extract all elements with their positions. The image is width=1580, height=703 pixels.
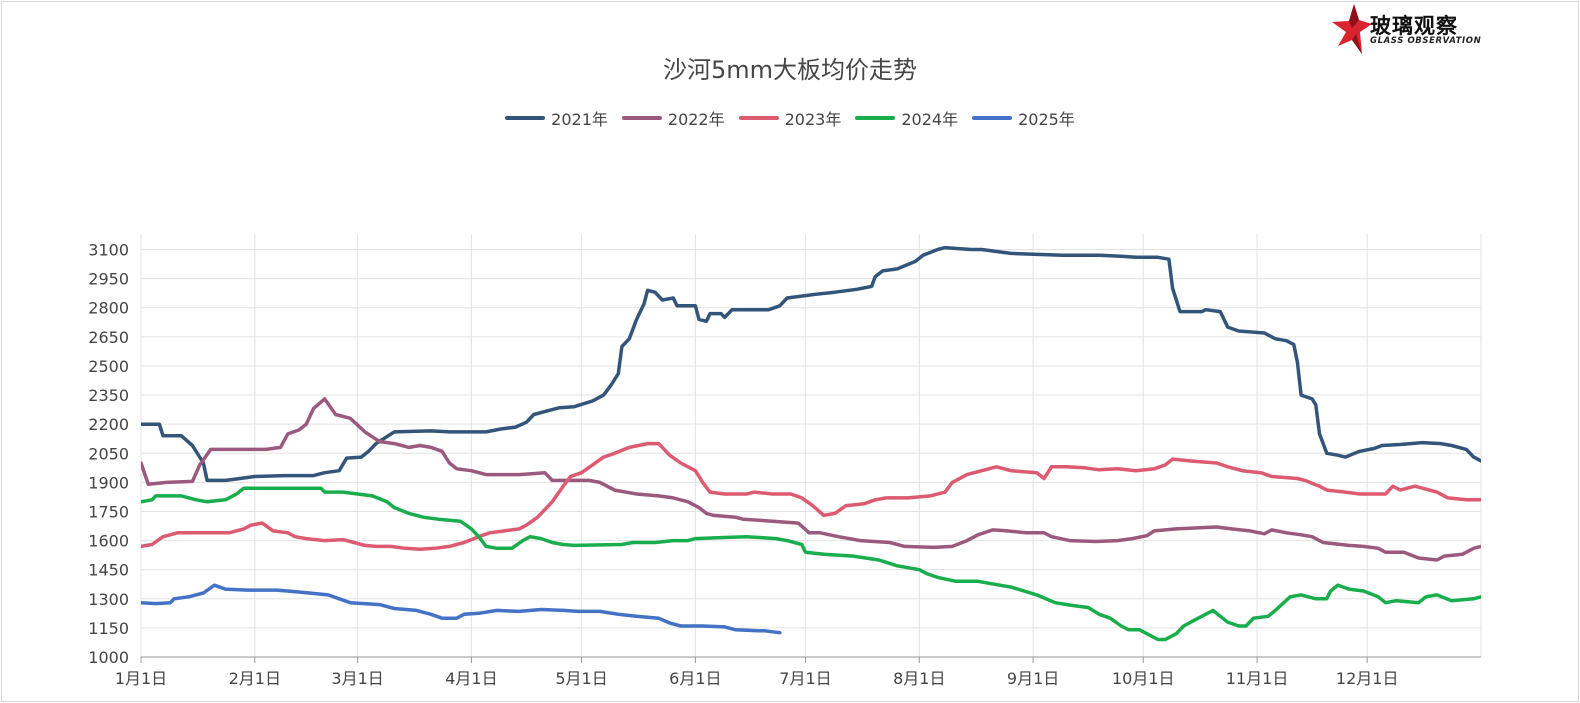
- x-tick-label: 4月1日: [445, 669, 497, 688]
- x-tick-label: 12月1日: [1336, 669, 1399, 688]
- legend-item[interactable]: 2024年: [855, 106, 958, 130]
- chart-title: 沙河5mm大板均价走势: [662, 56, 918, 84]
- legend-item[interactable]: 2021年: [505, 106, 608, 130]
- chart-grid: [140, 234, 1482, 658]
- legend-label: 2025年: [1018, 110, 1075, 129]
- y-tick-label: 2650: [88, 328, 129, 347]
- y-tick-label: 1900: [88, 473, 129, 492]
- legend-label: 2021年: [551, 110, 608, 129]
- x-tick-label: 3月1日: [331, 669, 383, 688]
- chart-legend: 2021年 2022年 2023年 2024年 2025年: [0, 106, 1580, 130]
- series-line-2022年: [141, 397, 1481, 562]
- legend-swatch: [738, 116, 779, 120]
- x-tick-label: 6月1日: [669, 669, 721, 688]
- y-tick-label: 2950: [88, 270, 129, 289]
- x-tick-label: 11月1日: [1226, 669, 1289, 688]
- x-tick-label: 8月1日: [893, 669, 945, 688]
- chart-series: [141, 245, 1481, 642]
- y-tick-label: 1600: [88, 532, 129, 551]
- legend-swatch: [855, 116, 896, 120]
- star-icon: [1332, 4, 1372, 54]
- y-tick-label: 2050: [88, 444, 129, 463]
- series-line-2023年: [141, 441, 1481, 552]
- x-tick-label: 5月1日: [555, 669, 607, 688]
- x-tick-label: 2月1日: [229, 669, 281, 688]
- x-tick-label: 9月1日: [1007, 669, 1059, 688]
- y-tick-label: 2200: [88, 415, 129, 434]
- brand-logo: 玻璃观察 GLASS OBSERVATION: [1332, 2, 1502, 58]
- y-tick-label: 1300: [88, 590, 129, 609]
- series-line-2024年: [141, 486, 1481, 642]
- x-tick-label: 7月1日: [779, 669, 831, 688]
- legend-swatch: [621, 116, 662, 120]
- y-tick-label: 1000: [88, 648, 129, 667]
- y-tick-label: 2500: [88, 357, 129, 376]
- logo-subtext: GLASS OBSERVATION: [1370, 36, 1482, 46]
- y-tick-label: 3100: [88, 241, 129, 260]
- series-line-2021年: [141, 245, 1481, 483]
- y-tick-label: 1450: [88, 561, 129, 580]
- y-tick-label: 1750: [88, 502, 129, 521]
- x-tick-label: 1月1日: [115, 669, 167, 688]
- y-tick-label: 2800: [88, 299, 129, 318]
- legend-item[interactable]: 2025年: [972, 106, 1075, 130]
- legend-label: 2024年: [901, 110, 959, 129]
- legend-swatch: [505, 116, 546, 120]
- chart-axes: 1000 1150 1300 1450 1600 1750 1900 2050 2200 2350…: [88, 241, 1481, 688]
- x-tick-label: 10月1日: [1112, 669, 1175, 688]
- legend-item[interactable]: 2022年: [621, 106, 725, 130]
- logo-text: 玻璃观察: [1370, 14, 1458, 38]
- y-tick-label: 2350: [88, 386, 129, 405]
- legend-item[interactable]: 2023年: [738, 106, 842, 130]
- y-tick-label: 1150: [88, 619, 129, 638]
- legend-label: 2023年: [784, 110, 842, 129]
- series-line-2025年: [141, 583, 782, 635]
- legend-swatch: [972, 116, 1013, 120]
- legend-label: 2022年: [667, 110, 725, 129]
